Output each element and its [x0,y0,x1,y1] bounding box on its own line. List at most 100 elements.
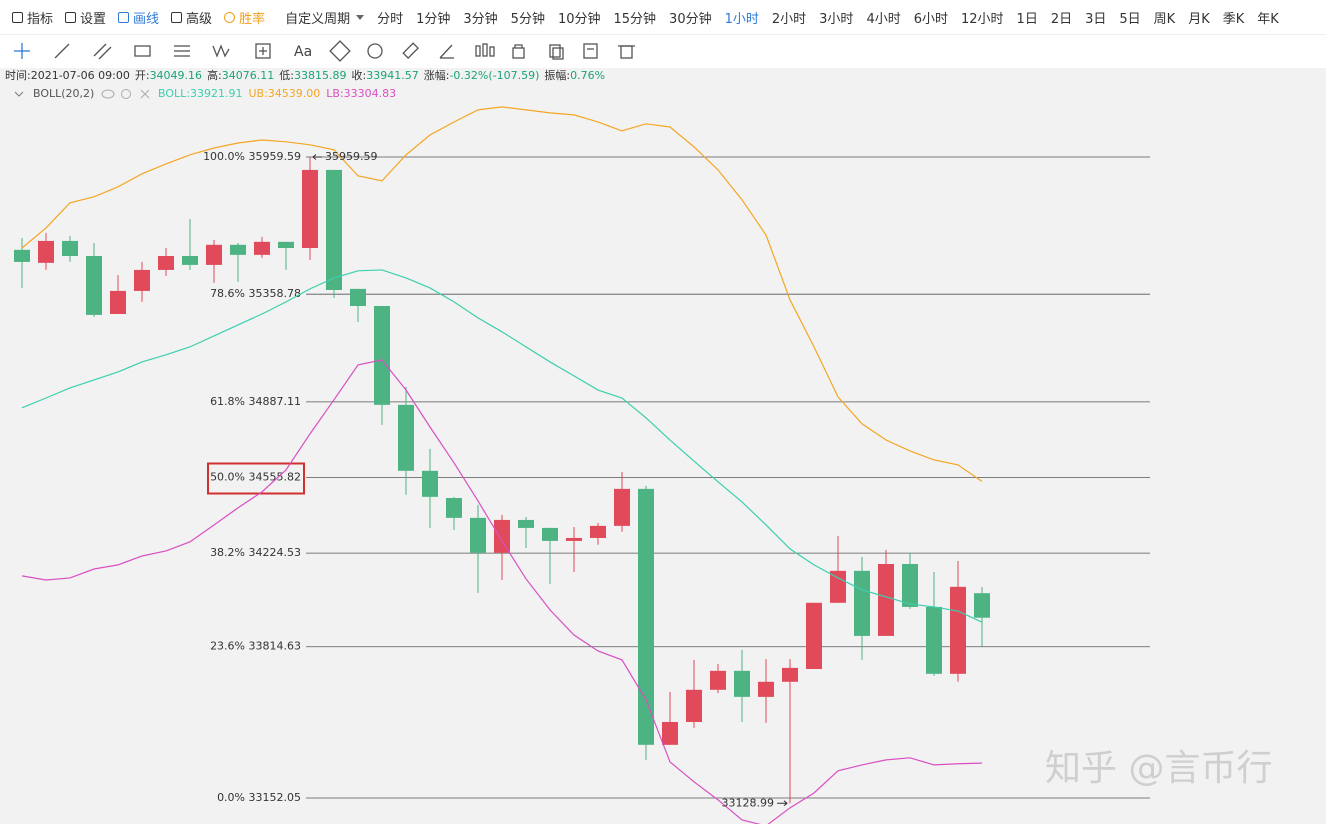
period-button[interactable]: 5分钟 [510,11,545,27]
toolbar-button[interactable]: 高级 [171,8,212,27]
period-button[interactable]: 月K [1188,11,1210,27]
eye-icon [101,89,115,99]
period-button[interactable]: 分时 [377,11,404,27]
toolbar-button[interactable]: 胜率 [224,8,265,27]
fib-label: 50.0% 34555.82 [210,471,301,484]
legend-entry: BOLL:33921.91 [158,87,242,100]
candle-tool[interactable] [475,43,495,57]
settings-icon [121,89,131,99]
toolbar-button[interactable]: 指标 [12,8,53,27]
candle-body [110,290,126,314]
low-label: 33128.99 [722,796,775,809]
info-value: 33815.89 [294,69,347,82]
circle-tool[interactable] [367,43,383,59]
fib-label: 100.0% 35959.59 [203,150,301,163]
legend-entry: UB:34539.00 [248,87,320,100]
wave-tool[interactable] [212,44,230,58]
edit-tool[interactable] [583,43,598,59]
candle-body [302,169,318,249]
candle-body [494,519,510,553]
info-value: 2021-07-06 09:00 [31,69,130,82]
crosshair-tool[interactable] [14,43,30,59]
chart-background [0,67,1326,824]
candle-body [758,681,774,697]
candle-body [134,269,150,291]
period-button[interactable]: 1分钟 [416,11,451,27]
brush-tool[interactable] [439,44,454,59]
lock-tool[interactable] [512,44,525,59]
candle-body [206,244,222,265]
fib-tool[interactable] [329,40,351,62]
period-button[interactable]: 1小时 [724,11,759,27]
toolbar-label: 画线 [133,11,160,27]
period-button[interactable]: 季K [1222,11,1245,27]
period-button[interactable]: 周K [1153,11,1176,27]
period-button[interactable]: 6小时 [913,11,948,27]
candle-body [374,305,390,405]
copy-tool[interactable] [549,44,564,60]
period-button[interactable]: 3分钟 [463,11,498,27]
candle-body [662,721,678,745]
ruler-tool[interactable] [402,42,419,59]
parallel-tool[interactable] [93,43,112,60]
period-button[interactable]: 12小时 [961,11,1004,27]
toolbar-icon [118,11,130,23]
candle-body [806,602,822,670]
rect-tool[interactable] [134,45,151,57]
info-bar: 时间:2021-07-06 09:00 开:34049.16 高:34076.11 低… [5,68,605,82]
candle-body [398,404,414,471]
candle-body [590,525,606,538]
candle-body [686,689,702,722]
delete-tool[interactable] [618,45,635,59]
drawing-tools: Aa [14,40,635,62]
hline-tool[interactable] [174,45,190,57]
info-value: 34076.11 [222,69,275,82]
period-button[interactable]: 15分钟 [613,11,657,27]
period-button[interactable]: 年K [1257,11,1279,27]
period-button[interactable]: 10分钟 [557,11,601,27]
period-button[interactable]: 3小时 [819,11,854,27]
candle-body [446,498,462,518]
info-value: 33941.57 [366,69,419,82]
dropdown-arrow [356,14,365,20]
info-label: 涨幅: [424,69,450,82]
line-tool[interactable] [54,43,70,59]
period-button[interactable]: 2小时 [771,11,807,27]
toolbar-icon [65,11,77,23]
period-button[interactable]: 5日 [1119,11,1141,27]
candle-body [782,667,798,682]
period-button[interactable]: 30分钟 [669,11,712,27]
candle-body [38,240,54,263]
info-value: 34049.16 [150,69,203,82]
candle-body [974,593,990,618]
period-button[interactable]: 1日 [1016,11,1038,27]
fib-label: 23.6% 33814.63 [210,640,301,653]
boll-line [21,269,983,623]
toolbar-icon [224,11,236,23]
candle-body [350,288,366,306]
candle-body [878,563,894,636]
toolbar-button[interactable]: 自定义周期 [285,8,365,27]
toolbar-label: 高级 [186,11,213,27]
candle-body [254,241,270,255]
highlight-box [207,462,305,495]
toolbar-button[interactable]: 画线 [118,8,159,27]
candle-body [470,517,486,553]
toolbar-label: 指标 [27,11,54,27]
text-tool[interactable]: Aa [294,44,312,60]
candle-body [614,488,630,526]
toolbar-label: 胜率 [239,11,266,27]
info-label: 开: [135,69,150,82]
collapse-icon [14,91,24,97]
low-arrow [777,800,788,807]
measure-tool[interactable] [255,43,271,59]
toolbar-button[interactable]: 设置 [65,8,106,27]
candle-body [326,169,342,291]
period-button[interactable]: 3日 [1085,11,1107,27]
period-button[interactable]: 4小时 [866,11,901,27]
period-button[interactable]: 2日 [1050,11,1073,27]
toolbar-label: 自定义周期 [285,11,351,27]
close-icon [140,89,150,99]
